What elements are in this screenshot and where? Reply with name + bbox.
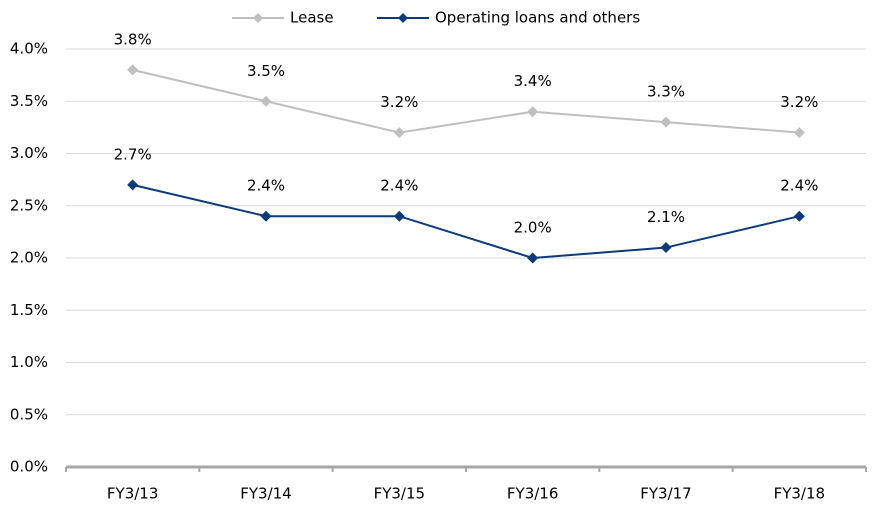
y-tick-label: 3.0% xyxy=(10,144,48,162)
x-tick-label: FY3/16 xyxy=(507,485,558,503)
x-tick-label: FY3/15 xyxy=(374,485,425,503)
x-tick-label: FY3/14 xyxy=(240,485,291,503)
point xyxy=(127,64,139,76)
x-tick-label: FY3/18 xyxy=(774,485,825,503)
data-label: 3.4% xyxy=(514,72,552,90)
y-tick-label: 0.5% xyxy=(10,405,48,423)
y-tick-label: 4.0% xyxy=(10,40,48,58)
series-line xyxy=(132,183,800,260)
point xyxy=(527,106,539,118)
point xyxy=(260,210,272,222)
y-tick-label: 3.5% xyxy=(10,92,48,110)
x-tick-label: FY3/17 xyxy=(640,485,691,503)
y-tick-label: 2.0% xyxy=(10,249,48,267)
data-label: 2.0% xyxy=(514,219,552,237)
data-label: 2.4% xyxy=(247,177,285,195)
x-tick-label: FY3/13 xyxy=(107,485,158,503)
data-label: 2.4% xyxy=(380,177,418,195)
y-tick-label: 2.5% xyxy=(10,196,48,214)
point xyxy=(660,116,672,128)
data-label: 3.5% xyxy=(247,62,285,80)
point xyxy=(793,127,805,139)
point xyxy=(127,179,139,191)
point xyxy=(660,242,672,254)
point xyxy=(793,210,805,222)
data-label: 3.8% xyxy=(114,30,152,48)
data-label: 3.2% xyxy=(780,93,818,111)
data-label: 3.2% xyxy=(380,93,418,111)
point xyxy=(260,95,272,107)
data-label: 3.3% xyxy=(647,83,685,101)
point xyxy=(527,252,539,264)
point xyxy=(393,210,405,222)
data-label: 2.1% xyxy=(647,208,685,226)
y-tick-label: 0.0% xyxy=(10,458,48,476)
point xyxy=(393,127,405,139)
data-label: 2.7% xyxy=(114,145,152,163)
y-tick-label: 1.0% xyxy=(10,353,48,371)
legend-marker xyxy=(253,13,263,23)
series-line xyxy=(132,68,800,134)
y-tick-label: 1.5% xyxy=(10,301,48,319)
legend-label: Lease xyxy=(290,9,334,27)
data-label: 2.4% xyxy=(780,177,818,195)
legend-label: Operating loans and others xyxy=(435,9,640,27)
legend-marker xyxy=(398,13,408,23)
